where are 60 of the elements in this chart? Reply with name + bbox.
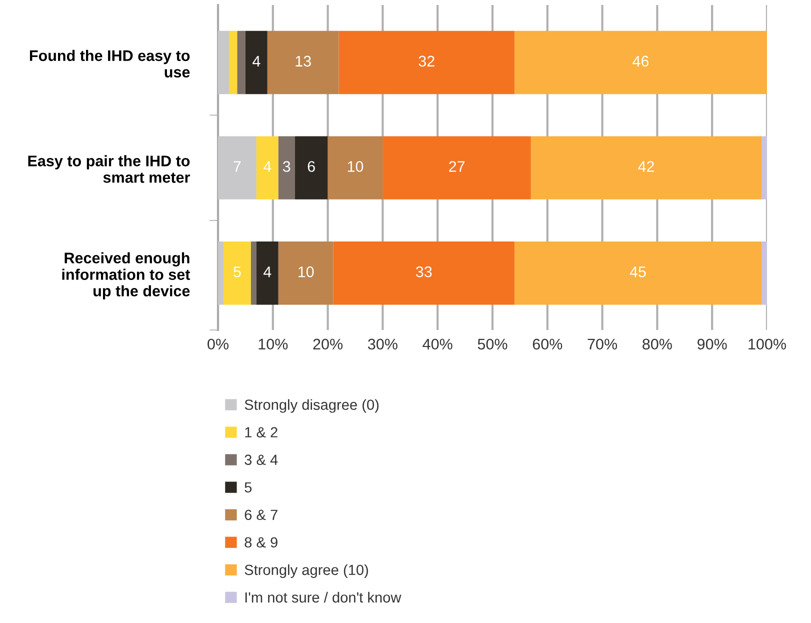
y-tick-label: Received enough information to set up the device bbox=[62, 252, 190, 300]
data-label: 13 bbox=[296, 56, 311, 67]
bar bbox=[762, 242, 767, 305]
x-tick-label: 80% bbox=[642, 338, 672, 350]
bar bbox=[333, 242, 514, 305]
legend-label: 8 & 9 bbox=[244, 537, 278, 548]
data-label: 10 bbox=[348, 161, 364, 172]
legend-label: Strongly agree (10) bbox=[244, 564, 368, 578]
bar bbox=[530, 136, 762, 200]
bar bbox=[218, 136, 256, 200]
x-tick-label: 50% bbox=[478, 338, 508, 350]
data-label: 4 bbox=[252, 56, 260, 66]
bar bbox=[250, 242, 256, 305]
data-label: 4 bbox=[264, 266, 272, 278]
y-tick-label: Found the IHD easy to use bbox=[30, 50, 190, 78]
x-tick-label: 0% bbox=[208, 338, 228, 350]
x-tick-label: 60% bbox=[532, 338, 562, 350]
bar bbox=[218, 30, 229, 94]
x-tick-label: 100% bbox=[748, 338, 786, 350]
legend-label: Strongly disagree (0) bbox=[244, 399, 379, 413]
bar bbox=[218, 242, 224, 305]
bar bbox=[328, 136, 383, 200]
data-label: 27 bbox=[449, 161, 465, 172]
bar bbox=[762, 136, 767, 200]
bar bbox=[228, 30, 238, 94]
data-label: 5 bbox=[234, 266, 241, 278]
legend-label: 3 & 4 bbox=[244, 454, 278, 465]
bar bbox=[338, 30, 514, 94]
bar bbox=[294, 136, 328, 200]
legend-label: 1 & 2 bbox=[245, 427, 278, 438]
data-label: 4 bbox=[264, 161, 272, 172]
data-label: 10 bbox=[298, 266, 314, 278]
bar bbox=[514, 30, 767, 94]
data-label: 45 bbox=[630, 266, 646, 278]
bar bbox=[245, 30, 268, 94]
data-label: 3 bbox=[282, 161, 290, 172]
bar bbox=[237, 30, 246, 94]
x-tick-label: 10% bbox=[258, 338, 288, 350]
legend-label: 5 bbox=[244, 482, 252, 492]
data-label: 33 bbox=[416, 266, 432, 278]
x-tick-label: 40% bbox=[422, 338, 452, 350]
x-tick-label: 90% bbox=[698, 338, 727, 350]
bar bbox=[382, 136, 531, 200]
data-label: 46 bbox=[632, 56, 649, 67]
legend-label: 6 & 7 bbox=[244, 510, 278, 520]
data-label: 42 bbox=[638, 161, 654, 172]
bar bbox=[223, 242, 251, 305]
y-tick-label: Easy to pair the IHD to smart meter bbox=[28, 155, 190, 183]
bar bbox=[278, 136, 295, 200]
x-tick-label: 70% bbox=[588, 338, 618, 350]
bar bbox=[514, 242, 762, 305]
bar bbox=[256, 242, 278, 305]
legend-label: I'm not sure / don't know bbox=[245, 592, 402, 603]
bar bbox=[278, 242, 334, 305]
data-label: 32 bbox=[418, 56, 434, 67]
bar bbox=[256, 136, 278, 200]
x-tick-label: 30% bbox=[368, 338, 398, 350]
bar bbox=[267, 30, 339, 94]
data-label: 6 bbox=[308, 161, 315, 172]
x-tick-label: 20% bbox=[313, 338, 343, 350]
